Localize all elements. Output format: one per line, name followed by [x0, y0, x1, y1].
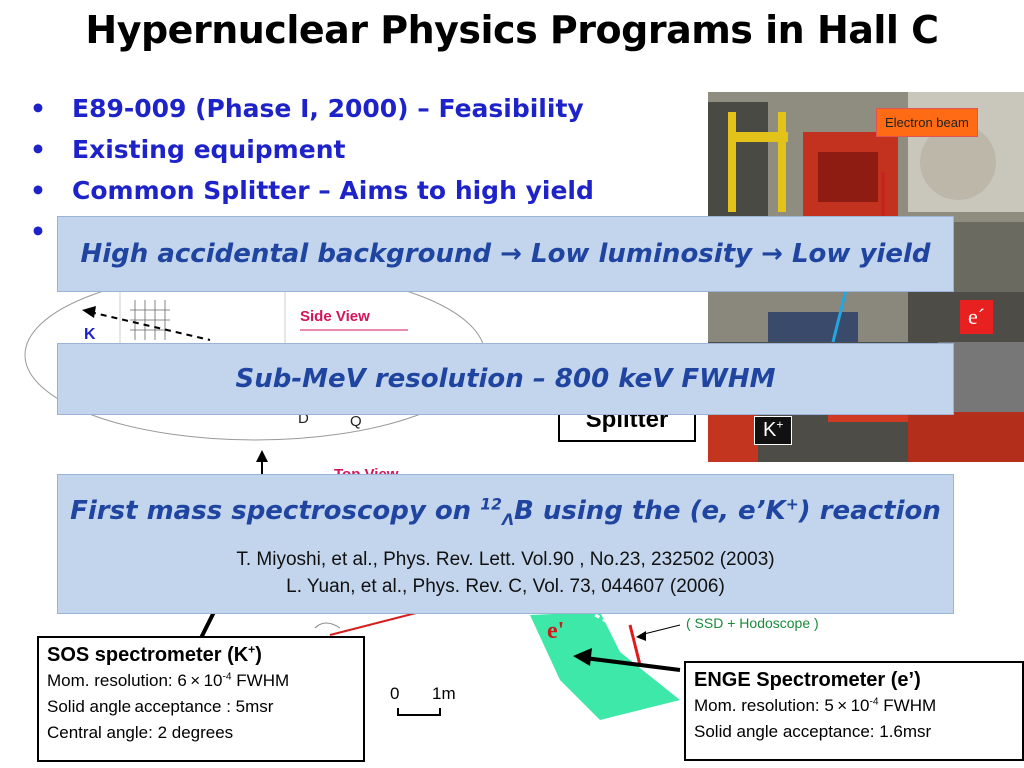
k-diagram-label: K — [84, 326, 96, 343]
sos-line1-sup: -4 — [222, 671, 232, 683]
bullet-item: Existing equipment — [30, 129, 594, 170]
background-panel-text: High accidental background → Low luminos… — [58, 217, 953, 291]
reaction-sup: + — [785, 495, 799, 514]
background-text-part2: Low luminosity — [521, 239, 762, 269]
enge-line1-sup: -4 — [869, 696, 879, 708]
sos-line1-text: Mom. resolution: 6 × 10 — [47, 671, 223, 690]
background-text-part3: Low yield — [782, 239, 931, 269]
element-symbol: B — [514, 496, 534, 526]
lambda-symbol: Λ — [501, 511, 515, 530]
resolution-panel: Sub-MeV resolution – 800 keV FWHM — [57, 343, 954, 415]
e-prime-photo-label: e´ — [960, 300, 994, 334]
sos-heading-end: ) — [255, 644, 262, 666]
d-diagram-label: D — [298, 410, 309, 427]
q-diagram-label: Q — [350, 413, 362, 430]
slide-title: Hypernuclear Physics Programs in Hall C — [85, 8, 939, 52]
scale-one-meter: 1m — [432, 684, 456, 703]
arrow-right-icon: → — [500, 239, 522, 269]
resolution-panel-text: Sub-MeV resolution – 800 keV FWHM — [235, 364, 776, 394]
k-plus-photo-label: K+ — [754, 416, 793, 445]
reaction-end: ) reaction — [798, 496, 941, 526]
spectroscopy-prefix: First mass spectroscopy on — [70, 496, 481, 526]
background-panel: High accidental background → Low luminos… — [57, 216, 954, 292]
spectroscopy-panel: First mass spectroscopy on 12ΛB using th… — [57, 474, 954, 614]
k-plus-sup: + — [776, 417, 784, 432]
sos-heading-sup: + — [248, 642, 256, 657]
reference-1: T. Miyoshi, et al., Phys. Rev. Lett. Vol… — [236, 549, 775, 571]
arrow-right-icon: → — [761, 239, 783, 269]
enge-line1-text: Mom. resolution: 5 × 10 — [694, 696, 870, 715]
sos-line1: Mom. resolution: 6 × 10-4 FWHM — [47, 668, 355, 694]
sos-heading-text: SOS spectrometer (K — [47, 644, 249, 666]
sos-spectrometer-box: SOS spectrometer (K+) Mom. resolution: 6… — [37, 636, 365, 762]
reaction-text: using the (e, e’K — [533, 496, 786, 526]
enge-line1-end: FWHM — [878, 696, 937, 715]
mass-number: 12 — [480, 495, 502, 514]
reference-2: L. Yuan, et al., Phys. Rev. C, Vol. 73, … — [286, 576, 725, 598]
sos-line2: Solid angle acceptance : 5msr — [47, 697, 274, 716]
electron-beam-label: Electron beam — [876, 108, 978, 137]
sos-line1-end: FWHM — [231, 671, 290, 690]
k-plus-text: K — [763, 419, 777, 441]
enge-line2: Solid angle acceptance: 1.6msr — [694, 722, 932, 741]
side-view-label: Side View — [300, 308, 370, 325]
spectroscopy-headline: First mass spectroscopy on 12ΛB using th… — [58, 493, 953, 538]
sos-heading: SOS spectrometer (K+) — [47, 642, 355, 668]
enge-spectrometer-box: ENGE Spectrometer (e’) Mom. resolution: … — [684, 661, 1024, 761]
detector-label: ( SSD + Hodoscope ) — [686, 615, 819, 631]
bullet-item: E89-009 (Phase I, 2000) – Feasibility — [30, 88, 594, 129]
enge-heading: ENGE Spectrometer (e’) — [694, 669, 921, 691]
bullet-list: E89-009 (Phase I, 2000) – Feasibility Ex… — [30, 88, 594, 252]
enge-line1: Mom. resolution: 5 × 10-4 FWHM — [694, 693, 1014, 719]
sos-line3: Central angle: 2 degrees — [47, 723, 234, 742]
e-prime-diagram-label: e' — [547, 618, 565, 644]
background-text-part1: High accidental background — [80, 239, 501, 269]
scale-zero: 0 — [390, 684, 400, 703]
bullet-item: Common Splitter – Aims to high yield — [30, 170, 594, 211]
